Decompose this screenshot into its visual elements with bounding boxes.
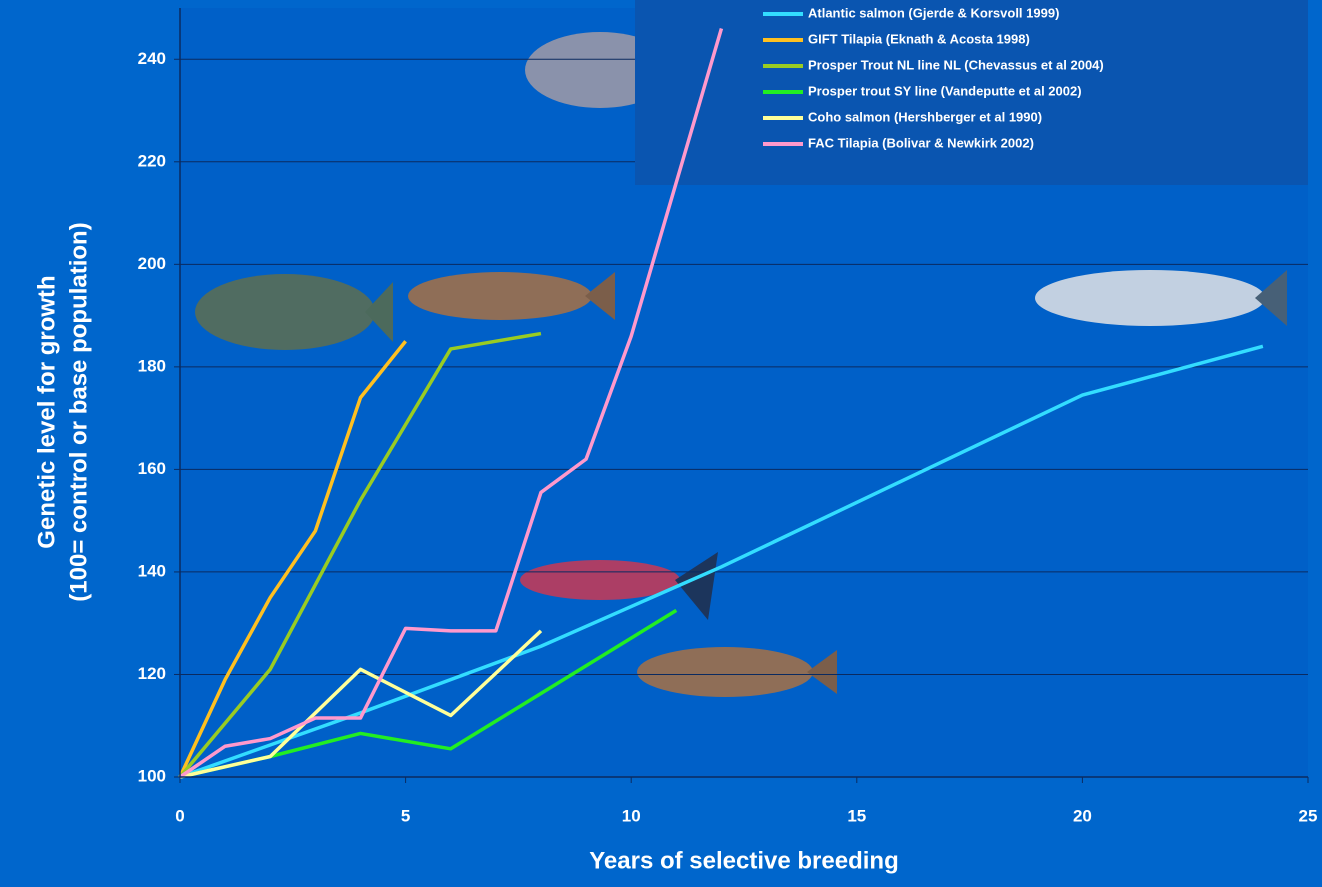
legend-box — [635, 0, 1308, 185]
y-tick-label: 200 — [138, 254, 166, 273]
series-line — [179, 28, 724, 779]
x-axis-title: Years of selective breeding — [589, 847, 898, 874]
y-axis-title: Genetic level for growth — [33, 275, 60, 548]
legend-label: Coho salmon (Hershberger et al 1990) — [808, 109, 1042, 124]
series-lines — [178, 28, 1264, 779]
y-tick-label: 220 — [138, 151, 166, 170]
y-tick-label: 160 — [138, 459, 166, 478]
series-line — [178, 340, 407, 778]
y-tick-label: 120 — [138, 664, 166, 683]
series-line — [178, 331, 542, 779]
series-line — [179, 629, 543, 779]
x-tick-label: 25 — [1299, 806, 1318, 825]
y-axis-title: (100= control or base population) — [65, 222, 92, 601]
x-tick-label: 20 — [1073, 806, 1092, 825]
x-tick-label: 10 — [622, 806, 641, 825]
legend-label: Prosper trout SY line (Vandeputte et al … — [808, 83, 1082, 98]
x-tick-label: 5 — [401, 806, 410, 825]
series-line — [179, 344, 1264, 779]
x-tick-label: 0 — [175, 806, 184, 825]
legend-label: Prosper Trout NL line NL (Chevassus et a… — [808, 57, 1104, 72]
legend-label: GIFT Tilapia (Eknath & Acosta 1998) — [808, 31, 1030, 46]
legend-label: Atlantic salmon (Gjerde & Korsvoll 1999) — [808, 5, 1059, 20]
y-tick-label: 180 — [138, 356, 166, 375]
y-tick-label: 140 — [138, 561, 166, 580]
x-tick-label: 15 — [847, 806, 866, 825]
y-tick-label: 100 — [138, 766, 166, 785]
y-tick-label: 240 — [138, 49, 166, 68]
legend-label: FAC Tilapia (Bolivar & Newkirk 2002) — [808, 135, 1034, 150]
